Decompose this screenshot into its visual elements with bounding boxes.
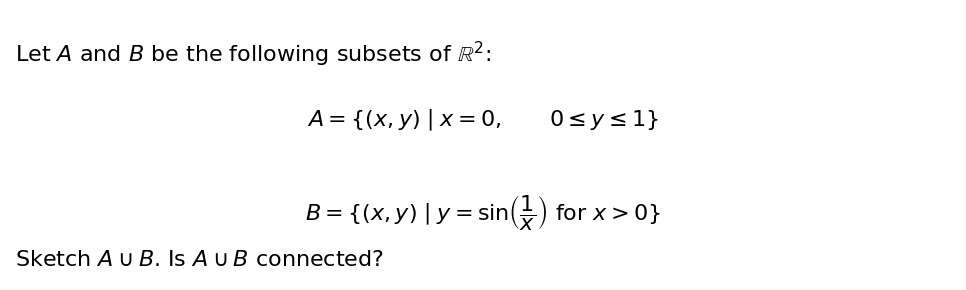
Text: Sketch $A \cup B$. Is $A \cup B$ connected?: Sketch $A \cup B$. Is $A \cup B$ connect…: [15, 250, 384, 270]
Text: $A = \{(x, y) \mid x = 0, \qquad 0 \leq y \leq 1\}$: $A = \{(x, y) \mid x = 0, \qquad 0 \leq …: [307, 108, 659, 133]
Text: Let $A$ and $B$ be the following subsets of $\mathbb{R}^2$:: Let $A$ and $B$ be the following subsets…: [15, 40, 492, 69]
Text: $B = \{(x, y) \mid y = \sin\!\left(\dfrac{1}{x}\right) \text{ for } x > 0\}$: $B = \{(x, y) \mid y = \sin\!\left(\dfra…: [305, 193, 661, 232]
